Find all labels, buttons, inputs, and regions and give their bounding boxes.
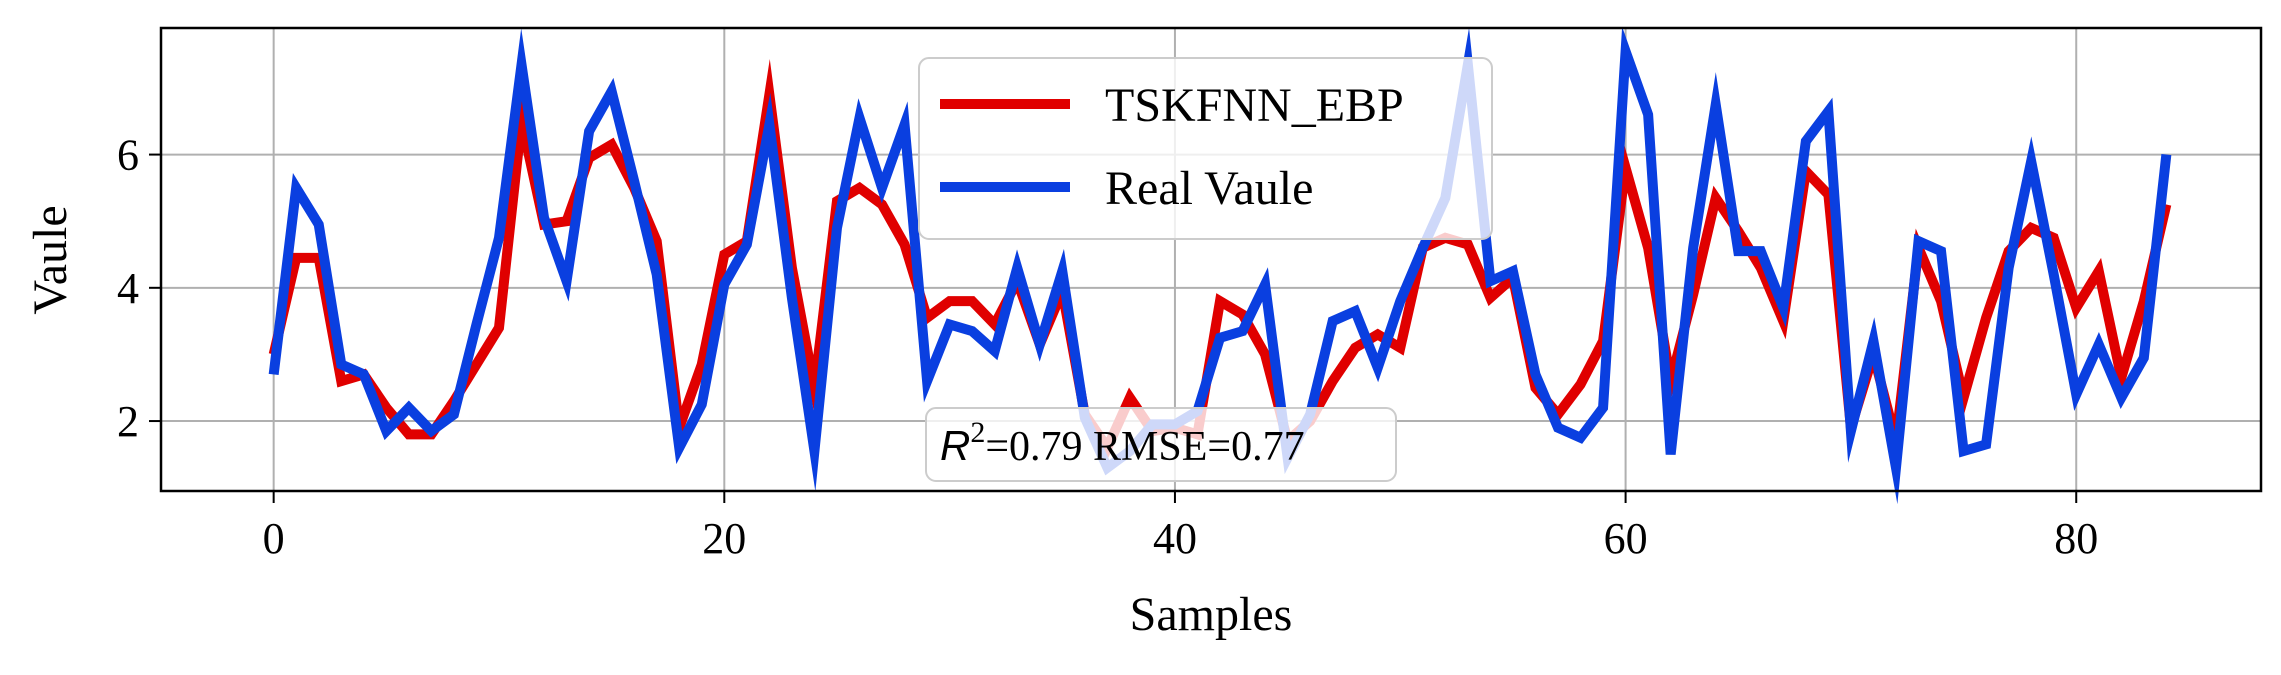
- y-tick-label: 4: [117, 264, 139, 313]
- x-tick-label: 40: [1153, 514, 1197, 563]
- annotation-box: [925, 407, 1397, 482]
- annotation-text: R2=0.79 RMSE=0.77: [940, 416, 1305, 470]
- axis-ticks: 0 20 40 60 80 2 4 6: [117, 131, 2098, 563]
- y-axis-label: Vaule: [24, 205, 77, 314]
- metrics-text: =0.79 RMSE=0.77: [985, 424, 1304, 470]
- x-axis-label: Samples: [1130, 588, 1293, 641]
- r2-symbol: R: [940, 422, 970, 469]
- x-tick-label: 0: [263, 514, 285, 563]
- x-tick-label: 20: [702, 514, 746, 563]
- x-tick-label: 60: [1604, 514, 1648, 563]
- series-lines: [268, 26, 2172, 505]
- x-tick-label: 80: [2054, 514, 2098, 563]
- legend-label-real-vaule: Real Vaule: [1105, 162, 1313, 215]
- series-line-real-vaule: [268, 26, 2172, 505]
- legend-label-tskfnn-ebp: TSKFNN_EBP: [1105, 79, 1404, 132]
- plot-frame: [159, 26, 2263, 493]
- r2-superscript: 2: [970, 416, 985, 449]
- y-tick-label: 2: [117, 397, 139, 446]
- legend: TSKFNN_EBP Real Vaule: [918, 57, 1493, 240]
- metrics-annotation: R2=0.79 RMSE=0.77: [925, 407, 1397, 482]
- y-tick-label: 6: [117, 131, 139, 180]
